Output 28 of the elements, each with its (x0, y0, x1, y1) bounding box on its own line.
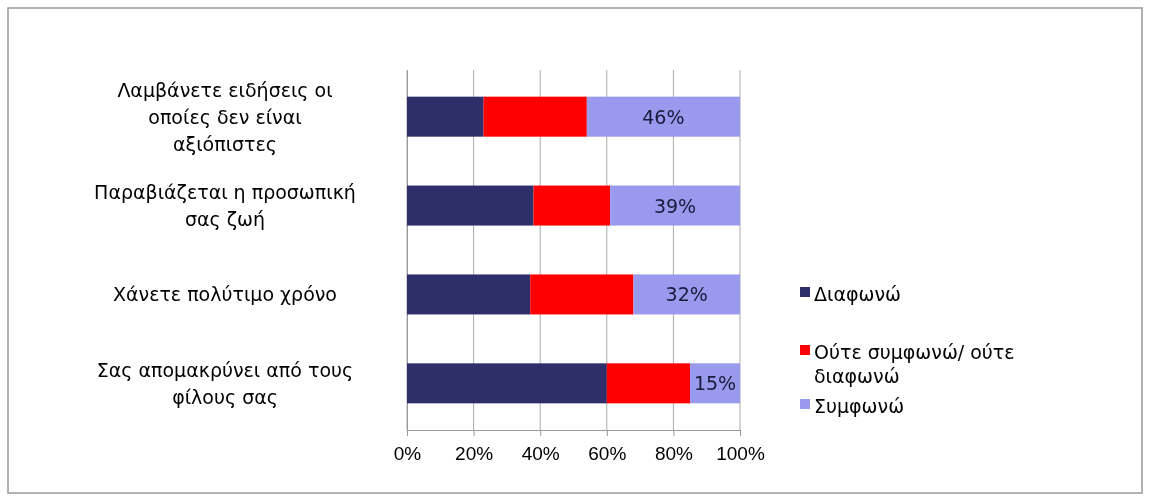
bar (407, 185, 534, 226)
data-label: 46% (642, 105, 685, 128)
bar (407, 274, 531, 315)
legend-label: Ούτε συμφωνώ/ ούτε διαφωνώ (814, 341, 1015, 387)
bar (633, 274, 740, 315)
y-tick-label: Παραβιάζεται η προσωπική σας ζωή (94, 181, 356, 231)
x-tick-label: 20% (455, 442, 494, 464)
data-label: 32% (665, 283, 708, 306)
y-tick-label: Λαμβάνετε ειδήσεις οι οποίες δεν είναι αξιόπιστες (117, 78, 333, 155)
bar (530, 274, 634, 315)
y-tick-label: Χάνετε πολύτιμο χρόνο (113, 283, 337, 306)
x-tick-label: 100% (716, 442, 765, 464)
bar (407, 363, 607, 404)
y-tick-label: Σας απομακρύνει από τους φίλους σας (96, 358, 354, 408)
bar (606, 363, 691, 404)
x-tick-label: 80% (654, 442, 694, 464)
bar (610, 185, 740, 226)
x-tick-label: 60% (588, 442, 627, 464)
bar (407, 96, 484, 137)
data-label: 39% (653, 194, 697, 217)
bar (586, 96, 740, 137)
bar (483, 96, 587, 137)
legend-label: Διαφωνώ (814, 283, 901, 305)
data-label: 15% (693, 372, 737, 395)
x-tick-label: 0% (393, 442, 422, 464)
bar (533, 185, 611, 226)
legend-label: Συμφωνώ (814, 395, 905, 417)
x-tick-label: 40% (521, 442, 560, 464)
